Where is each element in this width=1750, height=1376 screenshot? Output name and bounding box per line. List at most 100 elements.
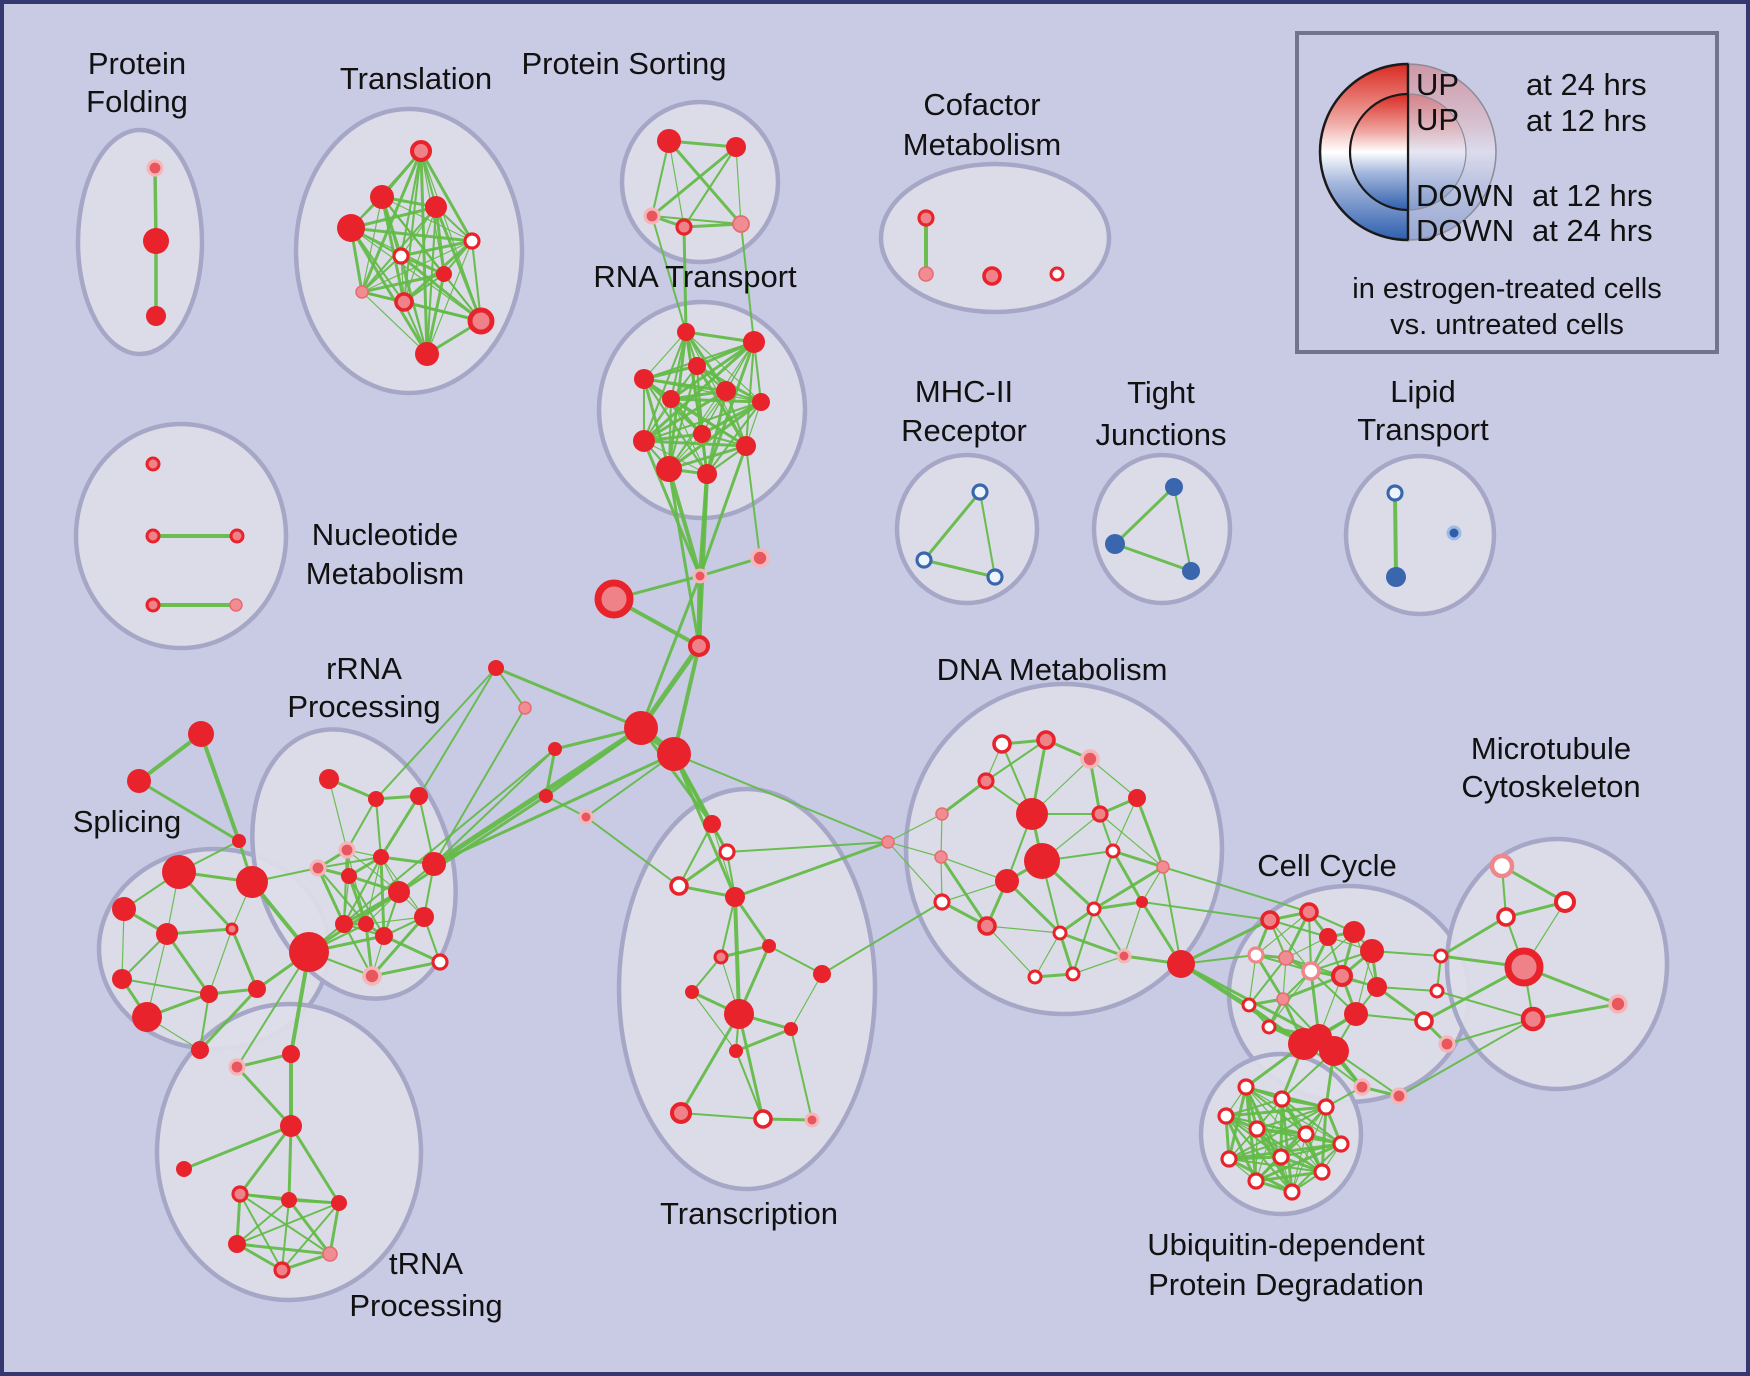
node-nu-1 [145,528,161,544]
edge [1113,542,1193,573]
edge [347,874,386,938]
edge [1112,797,1138,852]
edge [374,797,383,859]
node-dna-10 [995,869,1019,893]
node-sp-1 [236,866,268,898]
node-rr-10 [375,927,393,945]
legend-dir-up24: UP [1416,67,1459,102]
edge [1393,491,1398,579]
edge [887,813,943,843]
node-bb-9 [188,721,214,747]
edge [744,340,756,448]
legend-caption-line1: in estrogen-treated cells [1352,273,1662,305]
node-ub-5 [1297,1125,1315,1143]
edge [198,992,211,1052]
edge [289,1124,341,1205]
cluster-region-lp [1343,453,1497,617]
node-rr-15 [388,881,410,903]
edge [726,841,889,853]
edge [719,895,737,959]
cluster-label-tr-0: tRNA [389,1246,463,1281]
node-bb-1 [750,548,770,568]
node-bb-13 [518,701,532,715]
edge [1254,1170,1324,1183]
node-mt-6 [1520,1006,1546,1032]
node-pf-2 [146,306,166,326]
node-ps-1 [726,137,746,157]
node-dna-9 [1024,843,1060,879]
node-cc-20 [1438,1035,1456,1053]
node-cc-4 [1247,946,1265,964]
cluster-region-pf [75,127,205,357]
edge [433,707,526,865]
cluster-label-tl-0: Translation [340,61,492,96]
edge [643,378,762,403]
node-rt-11 [697,464,717,484]
edge [939,855,989,928]
node-tr-8 [322,1246,338,1262]
node-mt-4 [1504,947,1544,987]
node-lp-1 [1446,525,1462,541]
edge [382,934,442,964]
node-cc-16 [1319,1036,1349,1066]
node-mh-1 [915,551,933,569]
edge [1072,955,1125,975]
edge [887,841,942,858]
node-ub-9 [1313,1163,1331,1181]
cluster-region-mh [894,452,1040,606]
edge [986,925,1036,978]
edge [677,822,714,888]
edge [745,445,761,559]
legend: UP at 24 hrs UP at 12 hrs DOWN at 12 hrs… [1295,31,1719,354]
node-tr-3 [176,1161,192,1177]
node-nu-3 [145,597,161,613]
node-ps-3 [675,218,693,236]
edge [673,753,889,843]
edge [684,330,756,344]
edge [426,240,473,355]
edge [545,795,587,818]
node-ub-2 [1317,1098,1335,1116]
cluster-label-tj-0: Tight [1127,375,1195,410]
edge [698,444,748,578]
edge [1092,849,1115,911]
node-ub-7 [1220,1150,1238,1168]
node-tr-9 [273,1261,291,1279]
node-tx-12 [753,1109,773,1129]
edge [1123,901,1143,957]
edge [345,797,378,852]
node-tl-2 [425,196,447,218]
edge [1376,986,1438,992]
node-dna-20 [1027,969,1043,985]
node-rt-3 [634,369,654,389]
node-bb-6 [548,742,562,756]
node-dna-14 [977,916,997,936]
edge [375,667,497,800]
edge [198,987,259,1052]
cluster-region-tj [1091,452,1233,606]
node-cc-12 [1261,1019,1277,1035]
edge [1436,990,1534,1020]
edge [287,1198,332,1256]
edge [370,960,442,978]
edge [316,855,383,870]
node-sp-2 [112,897,136,921]
edge [642,330,688,443]
edge [668,341,755,470]
node-sp-9 [191,1041,209,1059]
node-rt-4 [716,381,736,401]
edge [239,1193,283,1271]
node-lp-2 [1386,567,1406,587]
node-tl-7 [355,285,369,299]
edge [650,214,743,226]
cluster-label-tj-1: Junctions [1096,417,1227,452]
node-dna-3 [977,772,995,790]
node-rr-14 [431,953,449,971]
edge [1099,813,1164,868]
node-ub-4 [1248,1120,1266,1138]
edge [669,397,763,404]
node-nu-2 [229,528,245,544]
edge [643,331,687,380]
edge [419,149,474,243]
node-rt-6 [752,393,770,411]
